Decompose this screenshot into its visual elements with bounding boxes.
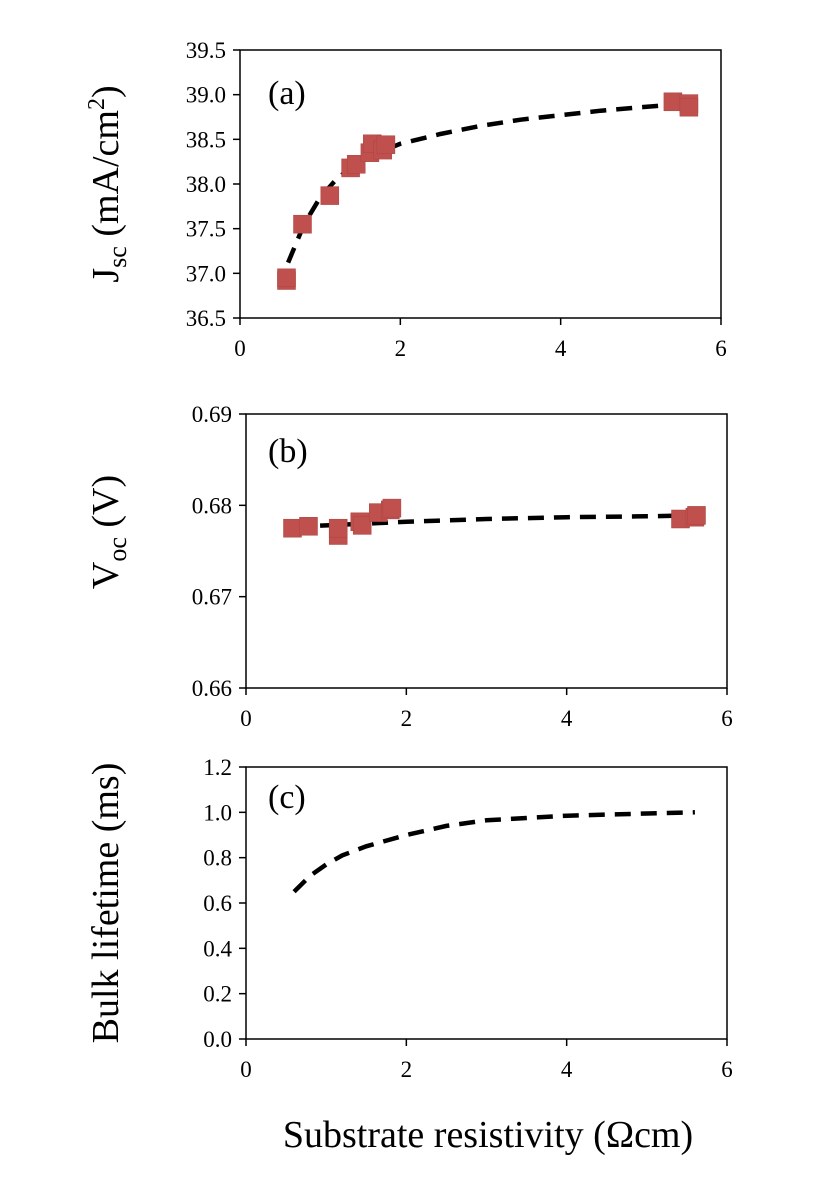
y-tick-label-c: 1.0	[203, 800, 232, 825]
y-ticks-b: 0.66 0.67 0.68 0.69	[192, 402, 246, 701]
panel-b: 0.66 0.67 0.68 0.69 0 2 4 6 (b) Voc (V)	[85, 402, 733, 731]
data-point-b	[382, 498, 402, 518]
panel-label-b: (b)	[268, 433, 308, 470]
y-tick-label-b: 0.67	[192, 585, 232, 610]
y-tick-label-a: 37.5	[186, 217, 226, 242]
panel-c: 0.0 0.2 0.4 0.6 0.8 1.0 1.2 0 2 4 6 (c) Bulk life…	[85, 755, 733, 1156]
x-axis-label: Substrate resistivity (Ωcm)	[283, 1114, 693, 1156]
y-ticks-a: 36.5 37.0 37.5 38.0 38.5 39.0 39.5	[186, 38, 240, 331]
data-point-b	[687, 506, 706, 525]
data-point-b	[352, 516, 372, 535]
y-tick-label-c: 0.8	[203, 846, 232, 871]
data-point-a	[679, 97, 699, 117]
data-point-b	[328, 518, 348, 538]
y-tick-label-a: 39.5	[186, 38, 226, 63]
y-tick-label-c: 0.2	[203, 982, 232, 1007]
x-tick-label-a: 0	[234, 336, 246, 361]
y-tick-label-a: 38.0	[186, 172, 226, 197]
x-ticks-a: 0 2 4 6	[234, 318, 727, 361]
x-tick-label-b: 6	[721, 706, 733, 731]
y-tick-label-b: 0.68	[192, 493, 232, 518]
plot-frame-b	[245, 413, 728, 689]
y-axis-label-b: Voc (V)	[85, 475, 132, 589]
x-tick-label-a: 4	[555, 336, 567, 361]
x-tick-label-c: 2	[401, 1057, 413, 1082]
y-tick-label-c: 0.6	[203, 891, 232, 916]
y-tick-label-b: 0.69	[192, 402, 232, 427]
y-tick-label-c: 1.2	[203, 755, 232, 780]
fit-line-c	[292, 810, 695, 894]
x-ticks-b: 0 2 4 6	[240, 688, 733, 731]
y-tick-label-c: 0.4	[203, 936, 232, 961]
panel-label-c: (c)	[268, 779, 306, 816]
x-tick-label-a: 2	[395, 336, 407, 361]
data-point-a	[293, 214, 312, 234]
data-point-a	[277, 268, 296, 288]
plot-frame-a	[239, 49, 722, 319]
data-point-a	[320, 186, 340, 205]
y-tick-label-a: 37.0	[186, 261, 226, 286]
data-point-a	[376, 135, 396, 154]
x-tick-label-b: 2	[401, 706, 413, 731]
panel-label-a: (a)	[268, 75, 306, 112]
y-tick-label-c: 0.0	[203, 1027, 232, 1052]
series-a	[277, 92, 699, 290]
y-axis-label-a: Jsc (mA/cm2)	[84, 85, 132, 282]
data-point-b	[283, 518, 302, 538]
x-tick-label-a: 6	[715, 336, 727, 361]
y-tick-label-b: 0.66	[192, 676, 232, 701]
y-tick-label-a: 39.0	[186, 83, 226, 108]
series-b	[283, 498, 706, 545]
data-point-a	[663, 92, 683, 112]
y-ticks-c: 0.0 0.2 0.4 0.6 0.8 1.0 1.2	[203, 755, 246, 1052]
y-tick-label-a: 38.5	[186, 127, 226, 152]
y-axis-label-c: Bulk lifetime (ms)	[85, 763, 127, 1044]
panel-a: 36.5 37.0 37.5 38.0 38.5 39.0 39.5 0 2 4 6 (a) Js…	[84, 38, 727, 361]
y-tick-label-a: 36.5	[186, 306, 226, 331]
x-tick-label-b: 4	[561, 706, 573, 731]
x-tick-label-b: 0	[240, 706, 252, 731]
x-tick-label-c: 6	[721, 1057, 733, 1082]
series-c	[292, 810, 695, 894]
plot-frame-c	[245, 766, 728, 1040]
fit-line-a	[286, 101, 690, 264]
x-ticks-c: 0 2 4 6	[240, 1039, 733, 1082]
x-tick-label-c: 0	[240, 1057, 252, 1082]
data-point-b	[299, 517, 318, 536]
x-tick-label-c: 4	[561, 1057, 573, 1082]
